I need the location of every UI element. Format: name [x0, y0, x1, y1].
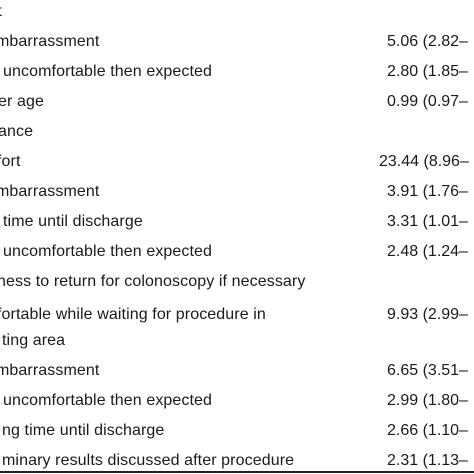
row-label: mbarrassment: [0, 183, 100, 200]
row-value: 0.99 (0.97–: [387, 93, 468, 110]
row-label: ness to return for colonoscopy if necess…: [0, 273, 306, 290]
row-value: 2.99 (1.80–: [387, 392, 468, 409]
row-value: 3.31 (1.01–: [387, 213, 468, 230]
table-row: uncomfortable then expected 2.48 (1.24–: [0, 240, 474, 264]
row-value: 2.31 (1.13–: [387, 452, 468, 469]
row-label: uncomfortable then expected: [3, 392, 213, 409]
table-row: mbarrassment 3.91 (1.76–: [0, 180, 474, 204]
table-row: mbarrassment 5.06 (2.82–: [0, 30, 474, 54]
section-header: rt: [0, 0, 474, 24]
row-label: mbarrassment: [0, 362, 100, 379]
row-value: 2.80 (1.85–: [387, 63, 468, 80]
table-row: uncomfortable then expected 2.80 (1.85–: [0, 60, 474, 84]
row-value: 2.66 (1.10–: [387, 422, 468, 439]
table-row: uncomfortable then expected 2.99 (1.80–: [0, 389, 474, 413]
row-value: 2.48 (1.24–: [387, 243, 468, 260]
row-label: ting area: [2, 332, 66, 349]
row-label: ng time until discharge: [2, 422, 165, 439]
row-value: 23.44 (8.96–: [379, 153, 469, 170]
table-row: fortable while waiting for procedure in …: [0, 303, 474, 327]
row-label: fort: [0, 153, 21, 170]
row-value: 6.65 (3.51–: [387, 362, 468, 379]
table-row: minary results discussed after procedure…: [0, 449, 474, 473]
table-row: ting area: [0, 329, 474, 353]
table-row: ng time until discharge 2.66 (1.10–: [0, 419, 474, 443]
table-row: fort 23.44 (8.96–: [0, 150, 474, 174]
table-row: mbarrassment 6.65 (3.51–: [0, 359, 474, 383]
row-label: fortable while waiting for procedure in: [0, 306, 266, 323]
row-label: uncomfortable then expected: [3, 243, 213, 260]
row-value: 3.91 (1.76–: [387, 183, 468, 200]
section-header: ance: [0, 120, 474, 144]
row-label: uncomfortable then expected: [3, 63, 213, 80]
table-row: er age 0.99 (0.97–: [0, 90, 474, 114]
table-bottom-rule: [0, 471, 474, 473]
row-value: 5.06 (2.82–: [387, 33, 468, 50]
row-label: minary results discussed after procedure: [2, 452, 295, 469]
row-value: 9.93 (2.99–: [387, 306, 468, 323]
row-label: er age: [0, 93, 44, 110]
section-header: ness to return for colonoscopy if necess…: [0, 270, 474, 294]
row-label: rt: [0, 0, 2, 24]
table-row: time until discharge 3.31 (1.01–: [0, 210, 474, 234]
row-label: time until discharge: [3, 213, 143, 230]
row-label: mbarrassment: [0, 33, 100, 50]
row-label: ance: [0, 123, 34, 140]
